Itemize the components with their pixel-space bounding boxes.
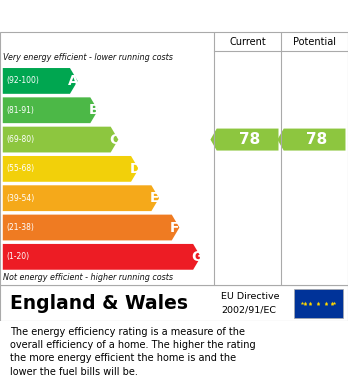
Polygon shape <box>3 215 180 240</box>
Text: B: B <box>89 103 99 117</box>
Text: 78: 78 <box>306 132 327 147</box>
Text: EU Directive: EU Directive <box>221 292 279 301</box>
Text: (39-54): (39-54) <box>6 194 34 203</box>
Text: D: D <box>129 162 141 176</box>
Polygon shape <box>3 97 98 123</box>
Text: G: G <box>191 250 203 264</box>
Text: (69-80): (69-80) <box>6 135 34 144</box>
Text: Potential: Potential <box>293 37 336 47</box>
Text: Current: Current <box>229 37 266 47</box>
Polygon shape <box>3 185 159 211</box>
Text: Not energy efficient - higher running costs: Not energy efficient - higher running co… <box>3 273 174 282</box>
Text: 2002/91/EC: 2002/91/EC <box>221 305 276 314</box>
Text: Energy Efficiency Rating: Energy Efficiency Rating <box>60 7 288 25</box>
Bar <box>294 289 343 318</box>
Text: (81-91): (81-91) <box>6 106 34 115</box>
Text: (92-100): (92-100) <box>6 76 39 85</box>
Polygon shape <box>3 244 201 270</box>
Polygon shape <box>277 129 346 151</box>
Text: (1-20): (1-20) <box>6 252 29 261</box>
Polygon shape <box>3 68 78 94</box>
Text: 78: 78 <box>239 132 260 147</box>
Text: A: A <box>68 74 79 88</box>
Text: (55-68): (55-68) <box>6 164 34 173</box>
Text: England & Wales: England & Wales <box>10 294 188 313</box>
Text: F: F <box>170 221 180 235</box>
Text: Very energy efficient - lower running costs: Very energy efficient - lower running co… <box>3 53 173 62</box>
Text: The energy efficiency rating is a measure of the
overall efficiency of a home. T: The energy efficiency rating is a measur… <box>10 327 256 377</box>
Polygon shape <box>211 129 278 151</box>
Text: (21-38): (21-38) <box>6 223 34 232</box>
Text: C: C <box>109 133 119 147</box>
Text: E: E <box>150 191 159 205</box>
Polygon shape <box>3 127 118 152</box>
Polygon shape <box>3 156 139 182</box>
